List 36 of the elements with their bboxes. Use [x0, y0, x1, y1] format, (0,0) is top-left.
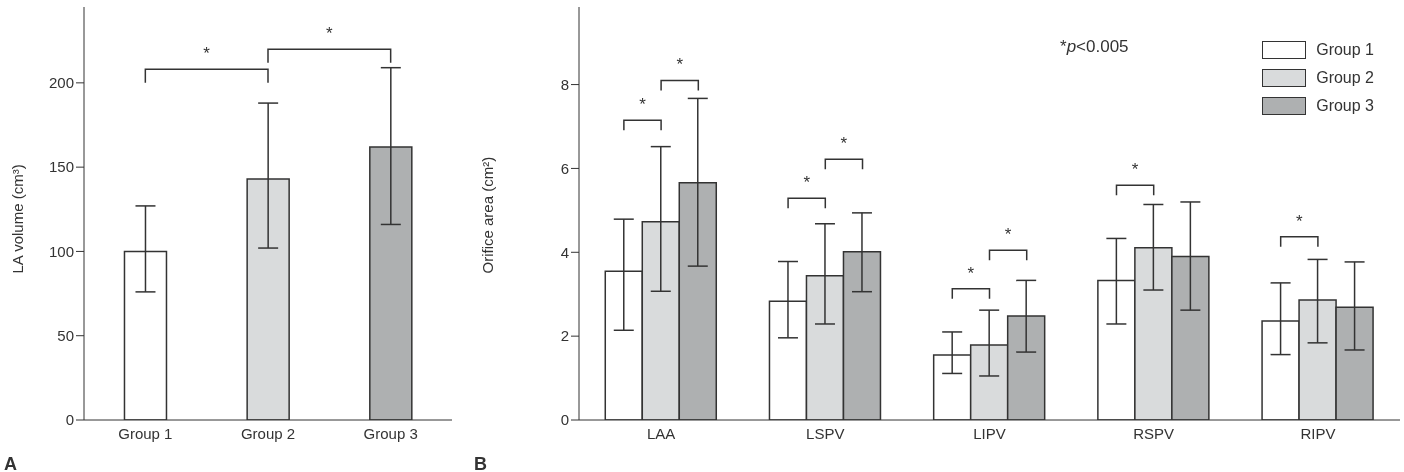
y-tick-label: 4 [560, 243, 569, 261]
annotation: * [803, 173, 811, 193]
annotation: * [1295, 211, 1303, 231]
y-tick-label: 50 [57, 327, 74, 345]
y-axis-title: Orifice area (cm²) [479, 156, 497, 274]
y-tick-label: 150 [48, 158, 74, 176]
x-tick-label: Group 1 [118, 424, 173, 442]
y-tick-label: 8 [560, 75, 569, 93]
y-tick-label: 200 [48, 74, 74, 92]
annotation: * [840, 134, 848, 154]
annotation: * [203, 44, 211, 64]
annotation: * [676, 55, 684, 75]
legend-label: Group 1 [1316, 41, 1374, 59]
annotation: *p<0.005 [1060, 37, 1129, 56]
x-tick-label: LSPV [806, 424, 845, 442]
annotation: * [1131, 160, 1139, 180]
x-tick-label: Group 3 [363, 424, 418, 442]
x-tick-label: RSPV [1133, 424, 1175, 442]
legend-label: Group 2 [1316, 69, 1374, 87]
x-tick-label: LIPV [973, 424, 1006, 442]
annotation: * [967, 263, 975, 283]
y-tick-label: 2 [560, 327, 569, 345]
legend-label: Group 3 [1316, 97, 1374, 115]
text: A [4, 454, 17, 472]
annotation: * [639, 95, 647, 115]
x-tick-label: Group 2 [240, 424, 296, 442]
y-tick-label: 0 [560, 411, 569, 429]
y-tick-label: 100 [48, 242, 74, 260]
x-tick-label: LAA [646, 424, 676, 442]
annotation: * [326, 24, 334, 44]
text: B [474, 454, 487, 472]
y-axis-title: LA volume (cm³) [9, 164, 27, 274]
annotation: * [1004, 225, 1012, 245]
x-tick-label: RIPV [1300, 424, 1336, 442]
y-tick-label: 6 [560, 159, 569, 177]
y-tick-label: 0 [65, 411, 74, 429]
